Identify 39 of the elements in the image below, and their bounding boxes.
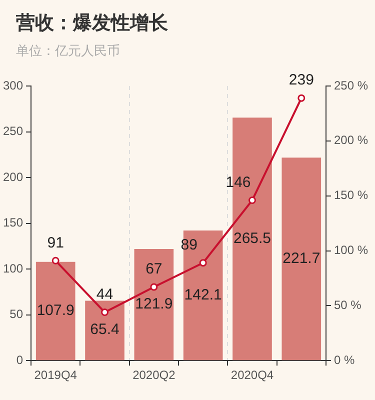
x-tick-label: 2020Q2	[132, 368, 176, 382]
data-label: 67	[146, 260, 162, 278]
data-label: 239	[288, 72, 314, 89]
bar	[85, 300, 124, 360]
data-label: 265.5	[233, 230, 272, 247]
point	[248, 196, 256, 204]
bar	[183, 230, 223, 360]
data-label: 221.7	[282, 250, 320, 268]
y-tick-label: 300	[2, 78, 24, 92]
x-tick-label: 2020Q4	[230, 368, 274, 382]
y2-tick-label: 200 %	[334, 133, 368, 148]
data-label: 65.4	[90, 321, 120, 338]
y-tick-label: 150	[2, 216, 24, 230]
y-tick-label: 0	[16, 352, 24, 367]
point	[150, 283, 158, 291]
point	[199, 259, 207, 267]
bar	[36, 262, 76, 360]
data-label: 142.1	[184, 286, 222, 304]
point	[298, 94, 306, 102]
y2-tick-label: 150 %	[334, 188, 368, 202]
bar	[134, 249, 174, 360]
y-tick-label: 250	[2, 124, 24, 138]
chart-title: 营收：爆发性增长	[15, 12, 169, 36]
y2-tick-label: 100 %	[334, 243, 368, 258]
bar	[282, 158, 322, 360]
y-tick-label: 50	[10, 307, 24, 322]
data-label: 121.9	[135, 296, 173, 313]
data-label: 44	[96, 286, 114, 303]
point	[52, 256, 60, 264]
x-tick-label: 2019Q4	[34, 368, 78, 382]
y2-tick-label: 50 %	[334, 298, 362, 312]
y2-tick-label: 250 %	[334, 78, 368, 92]
point	[101, 308, 109, 316]
y2-tick-label: 0 %	[334, 352, 355, 367]
data-label: 107.9	[36, 302, 74, 320]
chart-subtitle: 单位：亿元人民币	[15, 42, 121, 60]
y-tick-label: 100	[2, 261, 24, 276]
data-label: 91	[47, 234, 64, 252]
y-tick-label: 200	[2, 170, 24, 184]
